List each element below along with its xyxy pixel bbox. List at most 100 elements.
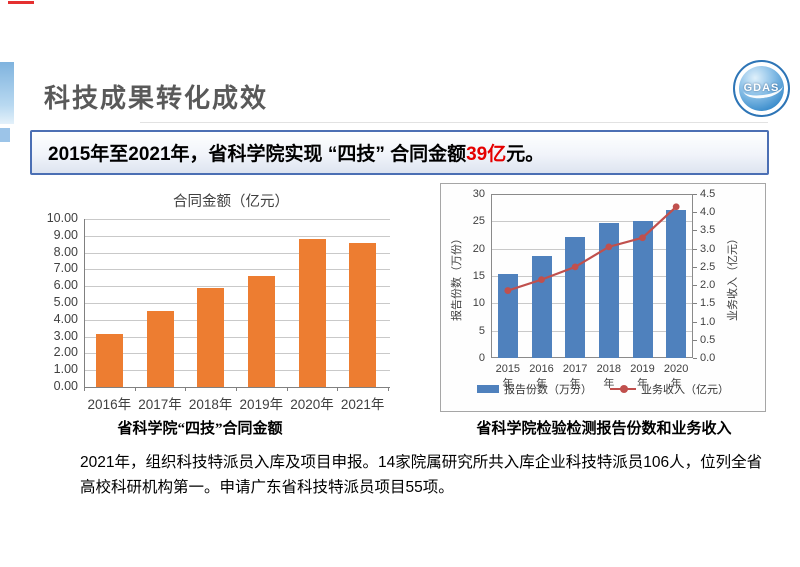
gridline <box>84 319 390 321</box>
right-axis-label: 4.5 <box>700 188 716 200</box>
x-axis-tick <box>185 387 187 391</box>
bar <box>146 310 174 387</box>
bar <box>95 334 123 387</box>
right-axis-tick <box>693 321 697 323</box>
right-axis-tick <box>693 285 697 287</box>
left-accent-square <box>0 128 10 142</box>
legend-label-reports: 报告份数（万分） <box>504 384 592 396</box>
headline-highlight: 39亿 <box>466 144 507 165</box>
gridline <box>84 370 390 372</box>
corner-red-dash <box>8 1 34 4</box>
y-axis-label: 9.00 <box>53 227 78 242</box>
x-axis-tick <box>236 387 237 391</box>
right-axis-label: 3.0 <box>700 242 716 255</box>
x-axis-tick <box>388 387 389 391</box>
chart2-legend: 报告份数（万分） 业务收入（亿元） <box>441 381 765 397</box>
gridline <box>491 303 693 305</box>
y-axis-label: 5.00 <box>53 295 78 309</box>
x-axis-label: 2016年 <box>87 397 132 412</box>
right-axis-tick <box>693 303 697 305</box>
page-title: 科技成果转化成效 <box>44 83 269 113</box>
y-axis-label: 10.00 <box>46 211 78 225</box>
bar <box>247 276 275 387</box>
left-axis-label: 15 <box>472 270 485 282</box>
x-axis-label: 2015年 <box>495 363 521 390</box>
headline-text-after: 元。 <box>506 144 545 165</box>
reports-revenue-chart: 报告份数（万份） 业务收入（亿元） 报告份数（万分） 业务收入（亿元） 0 5 10… <box>440 183 766 412</box>
right-axis-tick <box>693 212 697 214</box>
right-axis-label: 3.5 <box>700 224 716 237</box>
line-dot-icon <box>620 385 628 393</box>
x-axis-tick <box>337 387 339 391</box>
bar <box>349 243 377 387</box>
x-axis-tick <box>134 387 136 391</box>
logo-text: GDAS <box>743 82 780 94</box>
chart2-caption: 省科学院检验检测报告份数和业务收入 <box>476 421 732 437</box>
gridline <box>84 269 390 271</box>
bar <box>197 287 225 387</box>
x-axis-tick <box>286 387 288 391</box>
x-axis-label: 2019年 <box>239 397 284 412</box>
gridline <box>491 248 693 250</box>
right-axis-tick <box>693 358 697 359</box>
left-axis-label: 5 <box>478 324 485 337</box>
gridline <box>84 303 390 304</box>
left-axis-label: 30 <box>472 188 485 200</box>
x-axis-label: 2021年 <box>340 397 385 412</box>
x-axis-label: 2019年 <box>630 363 655 390</box>
y-axis-label: 0.00 <box>53 379 78 393</box>
x-axis-label: 2020年 <box>663 363 689 390</box>
y-axis-label: 4.00 <box>53 311 78 326</box>
revenue-line-layer <box>504 203 680 294</box>
right-axis-tick <box>693 194 697 195</box>
gridline <box>491 330 693 332</box>
y-axis-label: 1.00 <box>53 362 78 377</box>
contract-amount-chart: 合同金额（亿元） 0.00 1.00 2.00 3.00 4.00 5.00 6.00 7.0… <box>30 186 422 418</box>
right-axis-tick <box>693 248 697 250</box>
x-axis-label: 2017年 <box>562 363 588 390</box>
bar <box>497 274 518 358</box>
y-axis-label: 6.00 <box>53 278 78 293</box>
x-axis-label: 2018年 <box>596 363 622 390</box>
x-axis-tick <box>84 387 85 391</box>
plot-frame <box>491 194 693 358</box>
gridline <box>491 276 693 277</box>
left-axis-label: 25 <box>472 215 485 228</box>
bar <box>632 220 653 358</box>
x-axis-label: 2017年 <box>138 397 182 412</box>
chart1-title: 合同金额（亿元） <box>173 194 289 210</box>
chart2-right-axis-title: 业务收入（亿元） <box>727 233 739 321</box>
right-axis-label: 0.0 <box>700 352 716 364</box>
gdas-logo: GDAS <box>733 60 790 117</box>
left-axis-label: 10 <box>472 297 485 310</box>
bar <box>666 209 687 358</box>
headline-banner: 2015年至2021年，省科学院实现 “四技” 合同金额39亿元。 <box>30 130 769 175</box>
gridline <box>84 286 390 288</box>
title-divider <box>140 122 768 123</box>
left-axis-label: 0 <box>478 352 485 364</box>
x-axis-label: 2016年 <box>529 363 554 390</box>
x-axis-label: 2020年 <box>290 397 334 412</box>
gridline <box>491 221 693 223</box>
y-axis-line <box>84 219 85 388</box>
legend-item-reports: 报告份数（万分） <box>477 381 592 397</box>
gridline <box>84 336 390 338</box>
footer-line-1: 2021年，组织科技特派员入库及项目申报。14家院属研究所共入库企业科技特派员1… <box>80 454 763 471</box>
gridline <box>84 235 390 237</box>
right-axis-label: 1.0 <box>700 315 716 328</box>
x-axis-label: 2018年 <box>188 397 233 412</box>
headline-text-before: 2015年至2021年，省科学院实现 “四技” 合同金额 <box>48 144 467 165</box>
bar-swatch-icon <box>477 385 499 393</box>
bar <box>598 222 619 358</box>
y-axis-label: 7.00 <box>53 261 78 276</box>
y-axis-label: 8.00 <box>53 244 78 259</box>
line-swatch-icon <box>610 385 636 393</box>
right-axis-label: 1.5 <box>700 297 716 310</box>
right-axis-tick <box>693 266 697 268</box>
left-accent-bar <box>0 62 14 124</box>
chart1-caption: 省科学院“四技”合同金额 <box>117 421 283 437</box>
gridline <box>84 219 390 220</box>
y-axis-label: 2.00 <box>53 345 78 360</box>
right-axis-tick <box>693 339 697 341</box>
x-axis-line <box>84 387 390 388</box>
